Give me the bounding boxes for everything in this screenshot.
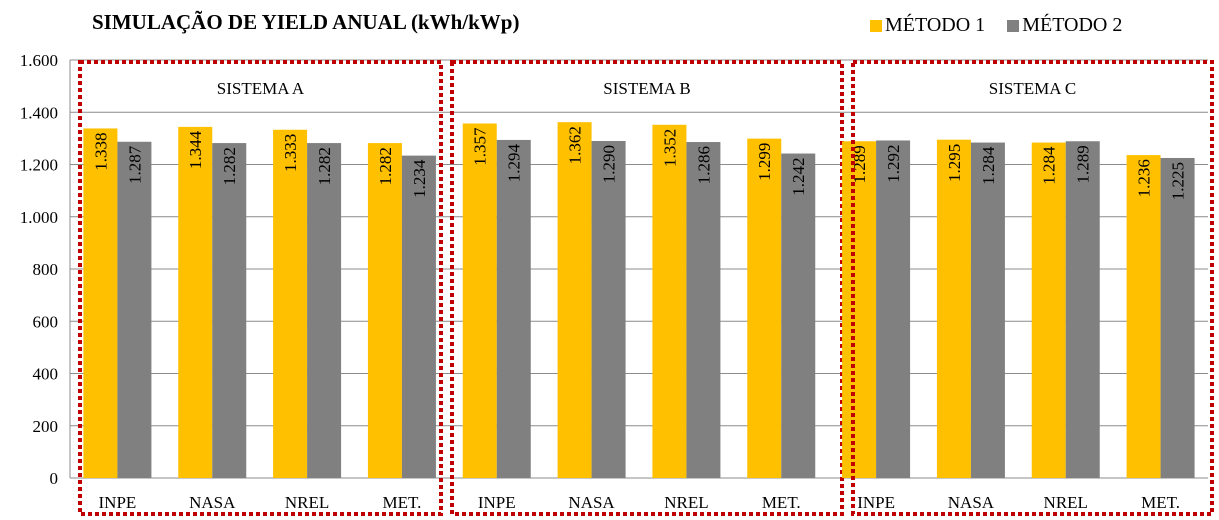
data-label: 1.333 bbox=[281, 134, 300, 172]
bar-metodo-2 bbox=[876, 140, 911, 478]
data-label: 1.286 bbox=[694, 146, 713, 184]
x-tick-label: NASA bbox=[948, 493, 995, 512]
bar-metodo-1 bbox=[1126, 155, 1161, 478]
bar-metodo-1 bbox=[842, 141, 877, 478]
data-label: 1.362 bbox=[566, 126, 585, 164]
bar-metodo-1 bbox=[557, 122, 592, 479]
legend-item-metodo-2: MÉTODO 2 bbox=[1007, 14, 1122, 37]
bar-metodo-1 bbox=[462, 123, 497, 478]
data-label: 1.282 bbox=[220, 147, 239, 185]
bar-metodo-2 bbox=[117, 141, 152, 479]
bar-metodo-1 bbox=[652, 124, 687, 478]
bar-metodo-2 bbox=[781, 153, 816, 478]
data-label: 1.282 bbox=[315, 147, 334, 185]
y-tick-label: 1.000 bbox=[20, 208, 58, 227]
data-label: 1.344 bbox=[186, 130, 205, 169]
bar-metodo-2 bbox=[1065, 141, 1100, 478]
data-label: 1.284 bbox=[979, 146, 998, 185]
y-tick-label: 400 bbox=[33, 365, 59, 384]
y-tick-label: 600 bbox=[33, 312, 59, 331]
chart-title: SIMULAÇÃO DE YIELD ANUAL (kWh/kWp) bbox=[92, 10, 520, 34]
data-label: 1.352 bbox=[660, 129, 679, 167]
bar-metodo-2 bbox=[970, 142, 1005, 478]
legend: MÉTODO 1 MÉTODO 2 bbox=[870, 14, 1144, 37]
bar-metodo-1 bbox=[273, 129, 308, 478]
group-box bbox=[851, 60, 1214, 516]
data-label: 1.357 bbox=[471, 127, 490, 166]
y-tick-label: 1.600 bbox=[20, 51, 58, 70]
bar-metodo-2 bbox=[212, 143, 247, 478]
x-tick-label: MET. bbox=[762, 493, 801, 512]
legend-swatch-metodo-1 bbox=[870, 19, 882, 32]
x-tick-label: NREL bbox=[285, 493, 329, 512]
group-box bbox=[78, 60, 443, 516]
x-tick-label: INPE bbox=[857, 493, 895, 512]
legend-label-metodo-1: MÉTODO 1 bbox=[885, 14, 986, 36]
bar-metodo-1 bbox=[178, 126, 213, 478]
data-label: 1.338 bbox=[91, 132, 110, 170]
y-tick-label: 0 bbox=[50, 469, 59, 488]
data-label: 1.290 bbox=[600, 145, 619, 183]
group-label: SISTEMA B bbox=[603, 79, 690, 98]
x-tick-label: NASA bbox=[189, 493, 236, 512]
data-label: 1.242 bbox=[789, 158, 808, 196]
bar-metodo-1 bbox=[367, 143, 402, 478]
data-label: 1.284 bbox=[1040, 146, 1059, 185]
x-tick-label: NREL bbox=[1044, 493, 1088, 512]
x-tick-label: MET. bbox=[382, 493, 421, 512]
y-tick-label: 1.200 bbox=[20, 156, 58, 175]
y-tick-label: 800 bbox=[33, 260, 59, 279]
x-tick-label: INPE bbox=[478, 493, 516, 512]
x-tick-label: MET. bbox=[1141, 493, 1180, 512]
bar-metodo-2 bbox=[401, 155, 436, 478]
legend-item-metodo-1: MÉTODO 1 bbox=[870, 14, 985, 37]
data-label: 1.299 bbox=[755, 143, 774, 181]
bar-metodo-2 bbox=[686, 142, 721, 478]
bar-metodo-1 bbox=[1031, 142, 1066, 478]
group-box bbox=[450, 60, 844, 516]
data-label: 1.289 bbox=[1074, 145, 1093, 183]
y-tick-label: 200 bbox=[33, 417, 59, 436]
bar-metodo-2 bbox=[307, 143, 342, 478]
bar-metodo-2 bbox=[1160, 157, 1195, 478]
data-label: 1.225 bbox=[1169, 162, 1188, 200]
bar-metodo-2 bbox=[496, 139, 531, 478]
legend-swatch-metodo-2 bbox=[1007, 19, 1020, 32]
data-label: 1.236 bbox=[1135, 159, 1154, 197]
x-tick-label: INPE bbox=[99, 493, 137, 512]
y-tick-label: 1.400 bbox=[20, 103, 58, 122]
data-label: 1.292 bbox=[884, 144, 903, 182]
data-label: 1.234 bbox=[410, 159, 429, 198]
legend-label-metodo-2: MÉTODO 2 bbox=[1022, 14, 1123, 36]
bar-metodo-1 bbox=[936, 139, 971, 478]
group-label: SISTEMA A bbox=[217, 79, 305, 98]
bar-metodo-2 bbox=[591, 140, 626, 479]
data-label: 1.295 bbox=[945, 144, 964, 182]
group-label: SISTEMA C bbox=[989, 79, 1076, 98]
data-label: 1.282 bbox=[376, 147, 395, 185]
x-tick-label: NREL bbox=[664, 493, 708, 512]
bar-metodo-1 bbox=[83, 128, 118, 478]
data-label: 1.287 bbox=[125, 145, 144, 184]
bar-metodo-1 bbox=[747, 138, 782, 479]
data-label: 1.294 bbox=[505, 143, 524, 182]
x-tick-label: NASA bbox=[568, 493, 615, 512]
